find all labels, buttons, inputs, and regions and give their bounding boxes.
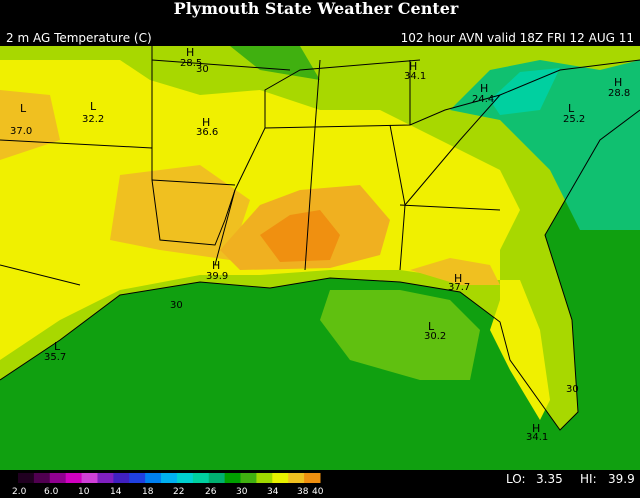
colorbar-segment (176, 473, 194, 483)
contour-label: 30 (196, 64, 209, 75)
colorbar-label: 2.0 (12, 487, 27, 497)
value: 37.7 (448, 282, 470, 293)
colorbar-segment (81, 473, 98, 483)
symbol: L (568, 102, 575, 115)
title: Plymouth State Weather Center (174, 0, 459, 18)
state-border (151, 46, 640, 246)
field (260, 210, 340, 262)
colorbar-segment (192, 473, 210, 483)
symbol: H (480, 82, 488, 95)
colorbar-segment (97, 473, 114, 483)
map-fields (0, 46, 640, 470)
colorbar-labels: 2.0 6.0 10 14 18 22 26 30 34 38 40 (12, 487, 324, 497)
colorbar (18, 473, 321, 483)
colorbar-label: 38 (297, 487, 309, 497)
colorbar-segment (272, 473, 289, 483)
value: 36.6 (196, 127, 218, 138)
colorbar-segment (18, 473, 35, 483)
colorbar-segment (208, 473, 226, 483)
coastline (0, 109, 640, 431)
colorbar-segment (145, 473, 162, 483)
symbol: L (54, 340, 61, 353)
symbol: H (454, 272, 462, 285)
symbol: L (90, 100, 97, 113)
symbol: L (20, 102, 27, 115)
colorbar-segment (161, 473, 178, 483)
value: 35.7 (44, 352, 66, 363)
value: 34.1 (526, 432, 548, 443)
colorbar-label: 18 (142, 487, 154, 497)
colorbar-segment (224, 473, 242, 483)
value: 28.8 (608, 88, 630, 99)
colorbar-label: 14 (110, 487, 122, 497)
contour-label: 30 (566, 384, 579, 395)
field (110, 165, 250, 260)
hi-label: HI: (580, 472, 597, 486)
symbol: H (532, 422, 540, 435)
value: 37.0 (10, 126, 32, 137)
contour-label: 30 (170, 300, 183, 311)
colorbar-label: 40 (312, 487, 324, 497)
colorbar-label: 6.0 (44, 487, 59, 497)
field (410, 258, 500, 285)
hi-value: 39.9 (608, 472, 635, 486)
value: 30.2 (424, 331, 446, 342)
value: 34.1 (404, 71, 426, 82)
symbol: H (202, 116, 210, 129)
field (490, 68, 560, 115)
symbol: H (409, 60, 417, 73)
value: 39.9 (206, 271, 228, 282)
borders (0, 46, 640, 431)
colorbar-label: 22 (173, 487, 184, 497)
value: 25.2 (563, 114, 585, 125)
lo-value: 3.35 (536, 472, 563, 486)
colorbar-label: 26 (205, 487, 217, 497)
value: 24.4 (472, 94, 494, 105)
colorbar-segment (304, 473, 321, 483)
symbol: L (428, 320, 435, 333)
colorbar-segment (288, 473, 305, 483)
product: 2 m AG Temperature (C) (6, 31, 152, 45)
colorbar-segment (49, 473, 67, 483)
map-labels: L37.0 L32.2 H28.5 H36.6 H34.1 H24.4 L25.… (10, 46, 630, 443)
colorbar-segment (113, 473, 130, 483)
symbol: H (212, 259, 220, 272)
colorbar-label: 34 (267, 487, 279, 497)
colorbar-segment (129, 473, 146, 483)
value: 28.5 (180, 58, 202, 69)
colorbar-segment (65, 473, 83, 483)
value: 32.2 (82, 114, 104, 125)
colorbar-segment (33, 473, 51, 483)
lo-label: LO: (506, 472, 526, 486)
state-border (0, 59, 501, 286)
symbol: H (186, 46, 194, 59)
valid-time: 102 hour AVN valid 18Z FRI 12 AUG 11 (401, 31, 634, 45)
field (320, 290, 480, 380)
colorbar-label: 30 (236, 487, 248, 497)
colorbar-segment (256, 473, 273, 483)
colorbar-segment (240, 473, 257, 483)
colorbar-label: 10 (78, 487, 90, 497)
symbol: H (614, 76, 622, 89)
